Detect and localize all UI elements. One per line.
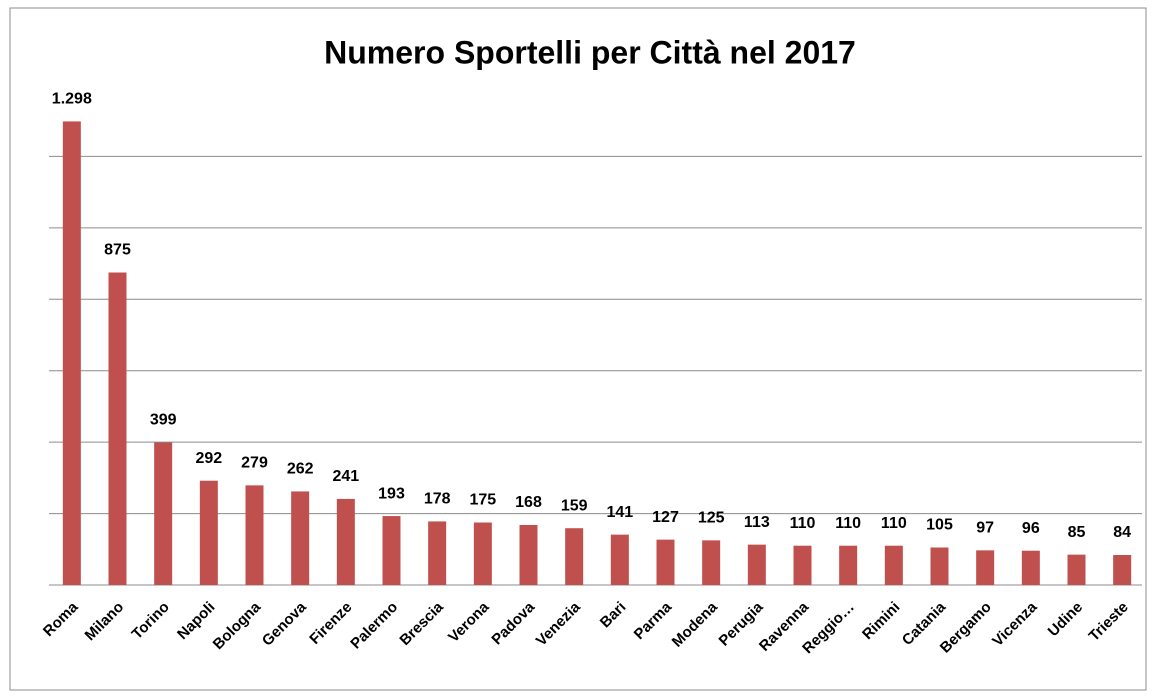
value-label: 110	[790, 515, 816, 532]
value-label: 96	[1022, 520, 1040, 537]
value-label: 1.298	[52, 91, 92, 108]
bar	[884, 545, 903, 585]
value-label: 168	[515, 494, 542, 511]
value-label: 127	[652, 509, 679, 526]
value-label: 85	[1068, 524, 1086, 541]
bar	[976, 550, 995, 585]
value-label: 159	[561, 497, 588, 514]
value-label: 175	[469, 492, 496, 509]
bar	[62, 121, 81, 585]
bar	[336, 498, 355, 585]
bar	[108, 272, 127, 585]
bar	[1067, 554, 1086, 585]
value-label: 875	[104, 242, 131, 259]
value-label: 84	[1113, 524, 1131, 541]
bar	[473, 522, 492, 585]
value-label: 125	[698, 510, 725, 527]
bar	[702, 540, 721, 585]
value-label: 141	[606, 504, 633, 521]
chart-frame	[9, 7, 1147, 691]
value-label: 193	[378, 485, 405, 502]
value-label: 262	[287, 461, 314, 478]
bar	[747, 544, 766, 585]
value-label: 178	[424, 491, 451, 508]
bar	[382, 516, 401, 585]
bar	[154, 442, 173, 585]
chart-title: Numero Sportelli per Città nel 2017	[324, 34, 856, 70]
bar	[839, 545, 858, 585]
value-label: 113	[744, 514, 770, 531]
value-label: 292	[195, 450, 222, 467]
bar	[930, 547, 949, 585]
value-label: 110	[881, 515, 907, 532]
value-label: 97	[976, 520, 994, 537]
value-label: 399	[150, 412, 177, 429]
bar	[656, 539, 675, 585]
bar	[245, 485, 264, 585]
bar	[610, 534, 629, 585]
value-label: 241	[332, 468, 359, 485]
bar	[1021, 550, 1040, 585]
value-label: 279	[241, 455, 268, 472]
value-label: 110	[835, 515, 861, 532]
bar	[1113, 555, 1132, 585]
bar	[565, 528, 584, 585]
bar	[519, 525, 538, 585]
bar	[428, 521, 447, 585]
value-label: 105	[926, 517, 953, 534]
bar	[199, 480, 218, 585]
bar	[291, 491, 310, 585]
bar	[793, 545, 812, 585]
